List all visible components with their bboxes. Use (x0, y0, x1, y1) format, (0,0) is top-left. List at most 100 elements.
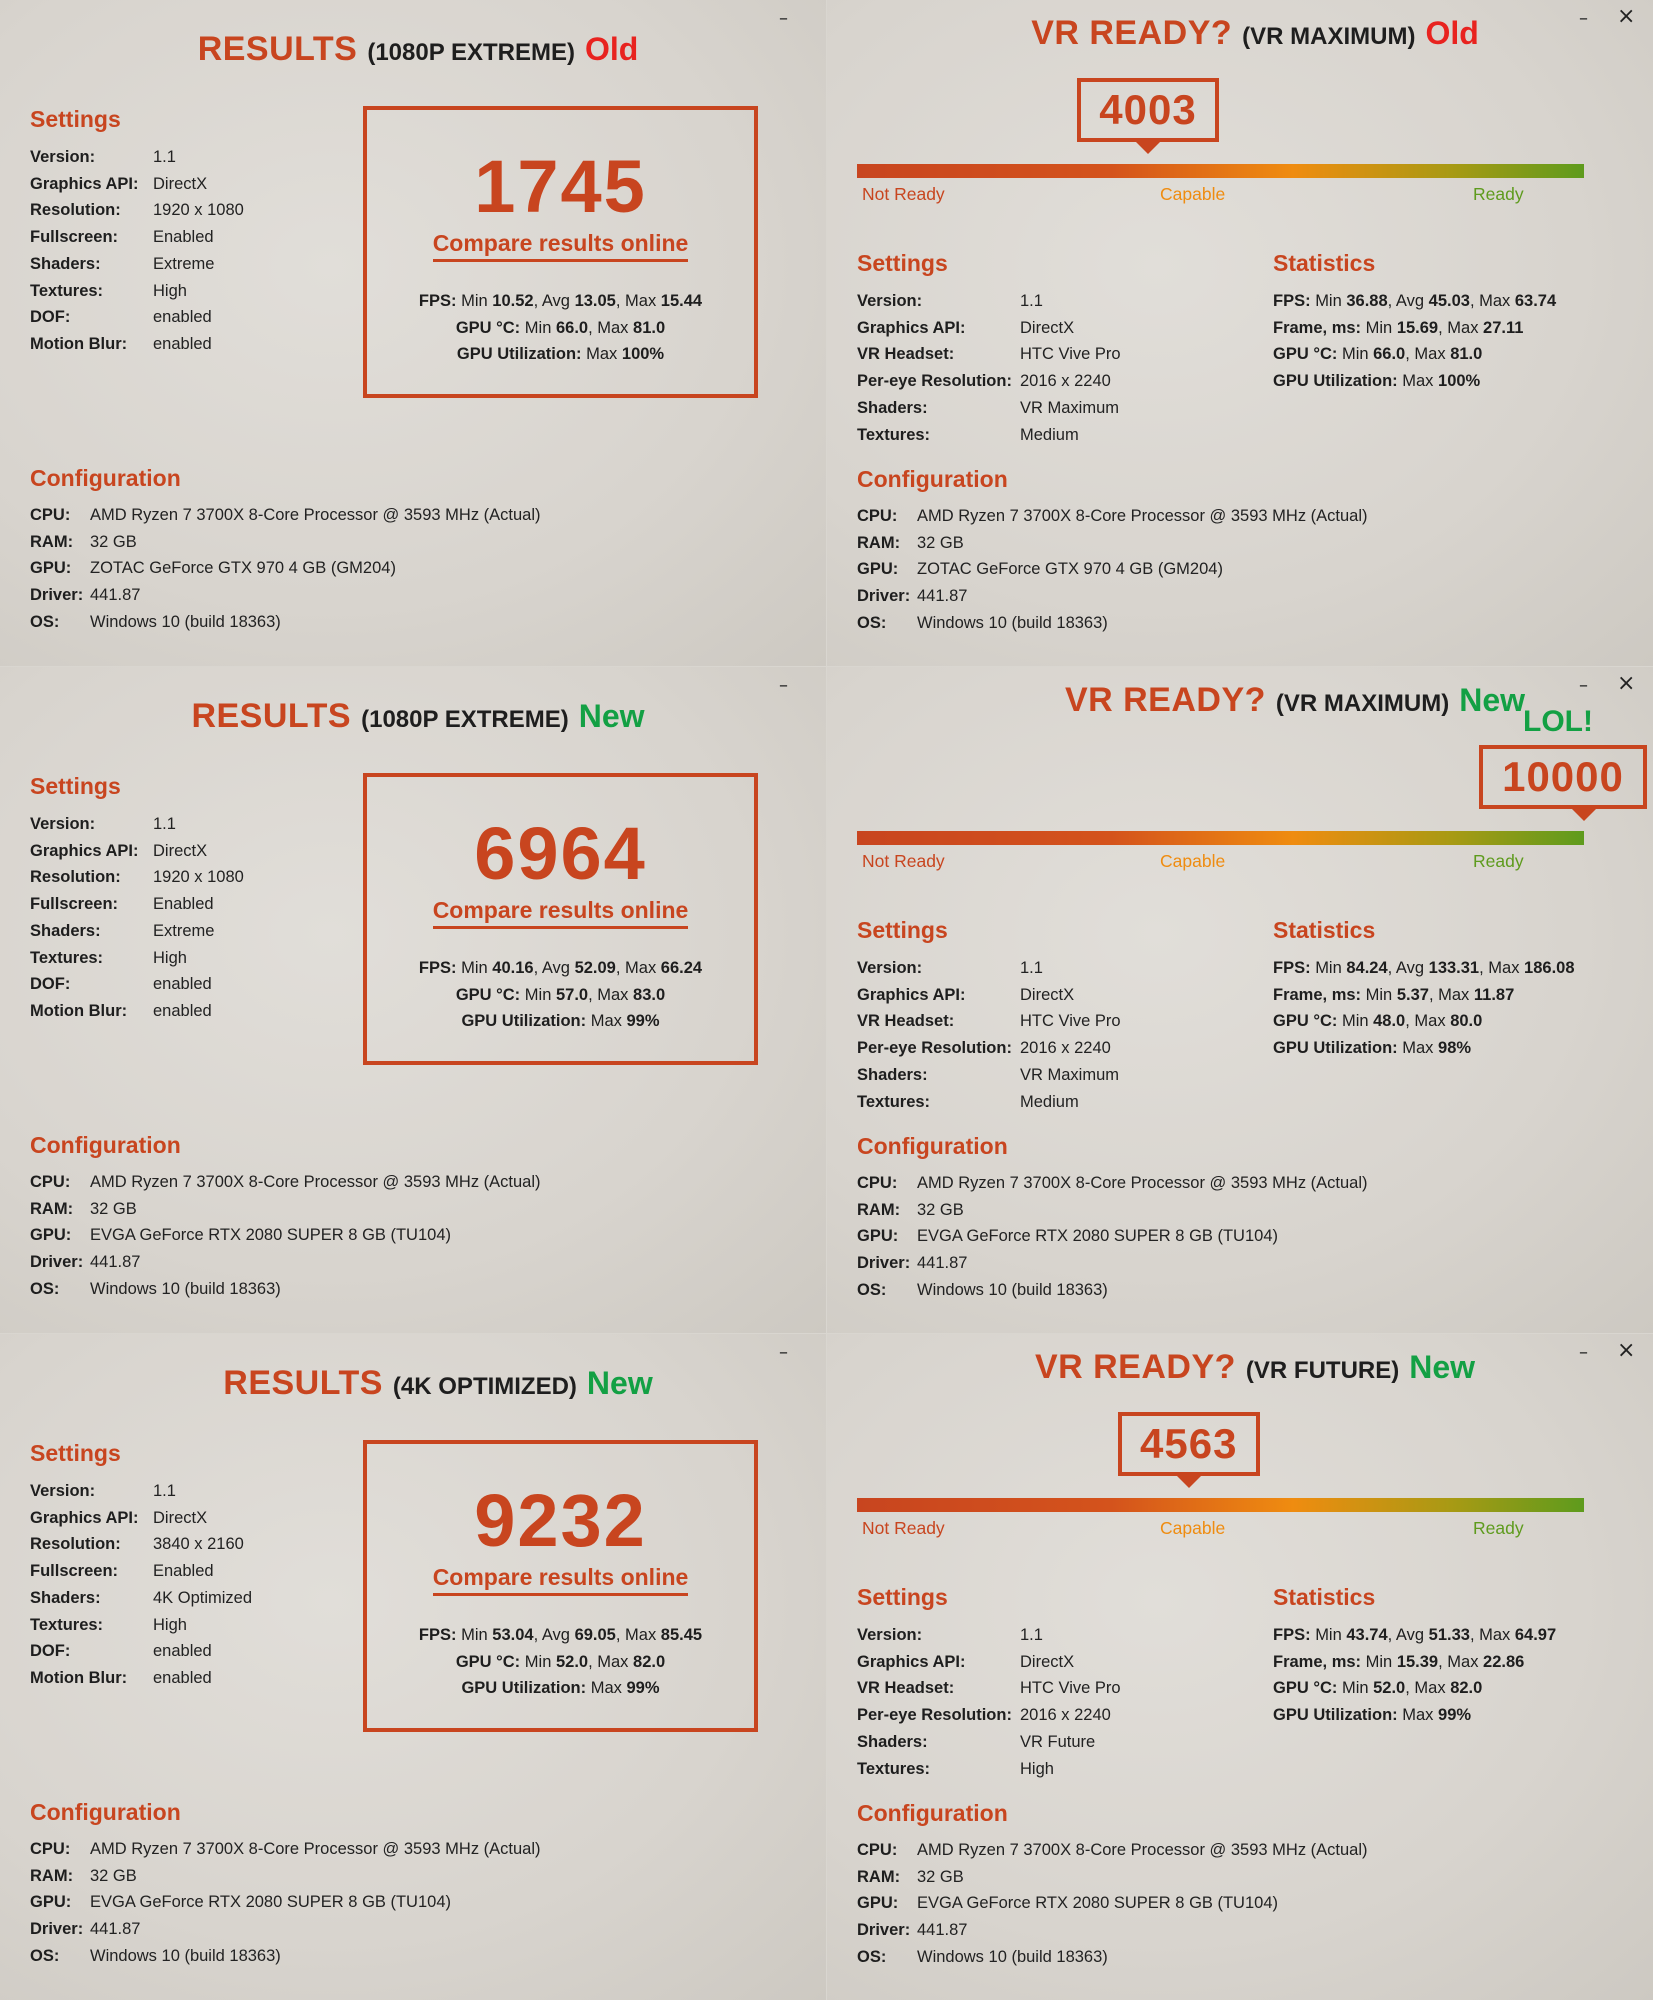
fps-part: FPS: (418, 292, 457, 310)
stat-label: , Max (1405, 345, 1451, 364)
setting-key: Shaders: (857, 398, 928, 417)
setting-key: DOF: (30, 308, 71, 327)
compare-results-link[interactable]: Compare results online (432, 230, 689, 262)
minimize-button[interactable]: – (1579, 8, 1588, 29)
setting-value: 1920 x 1080 (153, 868, 244, 887)
config-key: OS: (857, 613, 887, 632)
score-value: 6964 (474, 812, 647, 895)
setting-value: High (153, 948, 187, 967)
setting-value: High (1020, 1759, 1054, 1778)
minimize-button[interactable]: – (1579, 1342, 1588, 1363)
config-value: Windows 10 (build 18363) (90, 612, 281, 631)
stat-key: GPU °C: (1273, 1679, 1338, 1698)
stat-label: , Avg (1387, 959, 1429, 977)
fps-part: 53.04 (492, 1626, 534, 1644)
setting-value: DirectX (153, 174, 208, 193)
minimize-button[interactable]: – (779, 8, 788, 29)
setting-key: Graphics API: (857, 318, 966, 337)
config-key: Driver: (857, 1254, 911, 1273)
setting-value: HTC Vive Pro (1020, 345, 1121, 364)
close-button[interactable]: × (1617, 1338, 1636, 1363)
gpu-util-line: GPU Utilization: Max 99% (367, 1008, 754, 1035)
settings-row: Textures: High (30, 945, 244, 972)
compare-results-link[interactable]: Compare results online (432, 1564, 689, 1596)
results-panel: – RESULTS (4K OPTIMIZED) New Settings Version… (0, 1334, 826, 2000)
config-row: Driver: 441.87 (857, 583, 1368, 610)
setting-key: Version: (857, 1626, 923, 1644)
stat-line: GPU Utilization: Max 100% (1273, 368, 1556, 395)
stat-key: Frame, ms: (1273, 318, 1362, 337)
config-key: Driver: (30, 1253, 84, 1272)
setting-key: Graphics API: (857, 985, 966, 1004)
fps-line: FPS: Min 40.16, Avg 52.09, Max 66.24 (418, 959, 703, 977)
gpu-util-part: GPU Utilization: (461, 1012, 587, 1031)
vr-settings-list: Version: 1.1 Graphics API: DirectX VR Headse… (857, 955, 1121, 1115)
config-key: CPU: (30, 1173, 71, 1191)
minimize-button[interactable]: – (1579, 675, 1588, 696)
score-stats: FPS: Min 40.16, Avg 52.09, Max 66.24 GPU … (367, 955, 754, 1035)
gpu-temp-part: 57.0 (555, 985, 589, 1004)
stat-number: 43.74 (1346, 1626, 1388, 1644)
gpu-temp-part: Min (524, 1652, 552, 1671)
setting-key: DOF: (30, 1642, 71, 1661)
config-row: RAM: 32 GB (30, 529, 541, 556)
results-heading: RESULTS (1080P EXTREME) Old (0, 30, 826, 69)
setting-value: High (153, 1615, 187, 1634)
setting-value: 2016 x 2240 (1020, 372, 1111, 391)
config-key: Driver: (30, 1920, 84, 1939)
setting-key: Shaders: (30, 1588, 101, 1607)
config-key: GPU: (30, 559, 72, 578)
settings-row: DOF: enabled (30, 304, 244, 331)
score-value: 9232 (474, 1479, 647, 1562)
configuration-title: Configuration (857, 466, 1008, 492)
setting-value: Extreme (153, 254, 215, 273)
fps-part: FPS: (418, 1626, 457, 1644)
configuration-list: CPU: AMD Ryzen 7 3700X 8-Core Processor @… (30, 1169, 541, 1303)
gpu-util-part: GPU Utilization: (456, 345, 582, 364)
setting-value: Enabled (153, 1562, 214, 1581)
fps-part: Max (625, 959, 657, 977)
settings-row: Version: 1.1 (857, 1622, 1121, 1649)
settings-title: Settings (30, 773, 121, 799)
config-key: RAM: (30, 1199, 74, 1218)
minimize-button[interactable]: – (779, 1342, 788, 1363)
vr-score-pointer (1136, 142, 1161, 154)
stat-number: 15.39 (1396, 1652, 1439, 1671)
stat-label: , Max (1405, 1679, 1451, 1698)
stat-label: Min (1315, 1626, 1347, 1644)
stat-label: , Max (1405, 1012, 1451, 1031)
stat-label: Max (1402, 1706, 1439, 1725)
close-button[interactable]: × (1617, 671, 1636, 696)
stat-key: GPU °C: (1273, 1012, 1338, 1031)
setting-key: Per-eye Resolution: (857, 1039, 1012, 1058)
config-value: 32 GB (917, 1200, 964, 1219)
setting-value: Extreme (153, 921, 215, 940)
score-value: 1745 (474, 145, 647, 228)
setting-value: 1.1 (1020, 959, 1043, 977)
settings-row: Fullscreen: Enabled (30, 224, 244, 251)
config-row: Driver: 441.87 (30, 1916, 541, 1943)
config-value: ZOTAC GeForce GTX 970 4 GB (GM204) (917, 560, 1223, 579)
results-title: RESULTS (223, 1364, 383, 1402)
config-row: OS: Windows 10 (build 18363) (30, 609, 541, 636)
stat-number: 52.0 (1373, 1679, 1406, 1698)
setting-value: Medium (1020, 425, 1079, 444)
minimize-button[interactable]: – (779, 675, 788, 696)
config-row: RAM: 32 GB (857, 1864, 1368, 1891)
config-key: Driver: (857, 587, 911, 606)
compare-results-link[interactable]: Compare results online (432, 897, 689, 929)
close-button[interactable]: × (1617, 4, 1636, 29)
setting-value: VR Maximum (1020, 398, 1120, 417)
fps-part: Min (461, 959, 488, 977)
version-tag: New (578, 698, 645, 734)
setting-key: Version: (857, 292, 923, 310)
setting-key: Textures: (30, 1615, 104, 1634)
settings-row: DOF: enabled (30, 971, 244, 998)
settings-row: Textures: High (30, 278, 244, 305)
vr-preset-subtitle: (VR MAXIMUM) (1275, 690, 1450, 717)
vr-settings-list: Version: 1.1 Graphics API: DirectX VR Headse… (857, 1622, 1121, 1782)
vr-ready-title: VR READY? (1064, 681, 1266, 719)
not-ready-label: Not Ready (862, 1518, 945, 1538)
setting-value: Medium (1020, 1092, 1079, 1111)
lol-annotation: LOL! (1523, 705, 1593, 738)
